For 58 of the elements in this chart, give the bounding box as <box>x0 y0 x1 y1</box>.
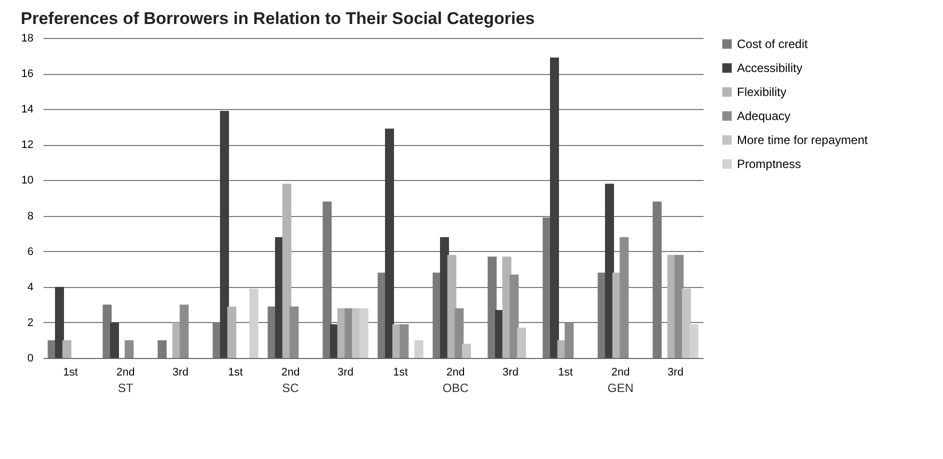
bar <box>689 324 698 358</box>
bar <box>400 324 409 358</box>
bar <box>290 306 299 358</box>
y-tick-label: 10 <box>21 174 34 187</box>
bar <box>385 128 394 358</box>
bar <box>359 308 368 358</box>
x-tick-label: 3rd <box>502 366 518 378</box>
x-tick-label: 3rd <box>172 366 188 378</box>
bar <box>550 58 559 358</box>
x-tick-label: 1st <box>558 366 573 378</box>
bar <box>282 184 292 358</box>
bar <box>510 274 519 358</box>
bar <box>180 304 189 358</box>
text: ST <box>118 381 134 395</box>
bar <box>124 340 134 358</box>
legend-label: Adequacy <box>737 109 790 123</box>
x-tick-label: 2nd <box>611 366 630 378</box>
bar <box>517 328 526 358</box>
legend-label: Accessibility <box>737 61 802 75</box>
bar <box>564 322 574 358</box>
bar <box>249 288 258 358</box>
bar <box>158 340 167 358</box>
bar <box>620 237 629 358</box>
x-tick-label: 2nd <box>446 366 465 378</box>
bar <box>605 184 614 358</box>
legend-label: Cost of credit <box>737 37 808 51</box>
y-tick-label: 0 <box>27 352 34 364</box>
y-tick-label: 16 <box>21 68 34 80</box>
text: GEN <box>607 381 634 395</box>
text: SC <box>282 381 300 395</box>
bar <box>414 340 424 358</box>
text: OBC <box>442 381 469 395</box>
y-tick-label: 2 <box>27 316 34 329</box>
legend-label: More time for repayment <box>737 133 868 147</box>
x-tick-label: 2nd <box>116 366 135 378</box>
x-tick-label: 1st <box>393 366 408 378</box>
x-tick-label: 3rd <box>668 366 684 378</box>
y-tick-label: 4 <box>27 281 34 294</box>
chart-title: Preferences of Borrowers in Relation to Their Social Categories <box>20 9 535 28</box>
bar <box>227 306 236 358</box>
x-tick-label: 1st <box>63 366 78 378</box>
legend-label: Promptness <box>737 157 802 171</box>
bar <box>110 322 119 358</box>
y-tick-label: 6 <box>27 246 34 258</box>
bar <box>454 308 464 358</box>
bar <box>682 288 691 358</box>
bar <box>220 110 229 358</box>
legend-label: Flexibility <box>737 85 786 99</box>
bar <box>55 286 64 358</box>
y-tick-label: 12 <box>21 139 34 152</box>
x-tick-label: 1st <box>228 366 243 378</box>
bar <box>462 344 471 358</box>
x-tick-label: 3rd <box>338 366 354 378</box>
y-tick-label: 18 <box>21 32 34 44</box>
y-tick-label: 14 <box>21 104 34 116</box>
y-tick-label: 8 <box>27 210 34 222</box>
bar <box>62 340 72 358</box>
x-tick-label: 2nd <box>281 366 300 378</box>
